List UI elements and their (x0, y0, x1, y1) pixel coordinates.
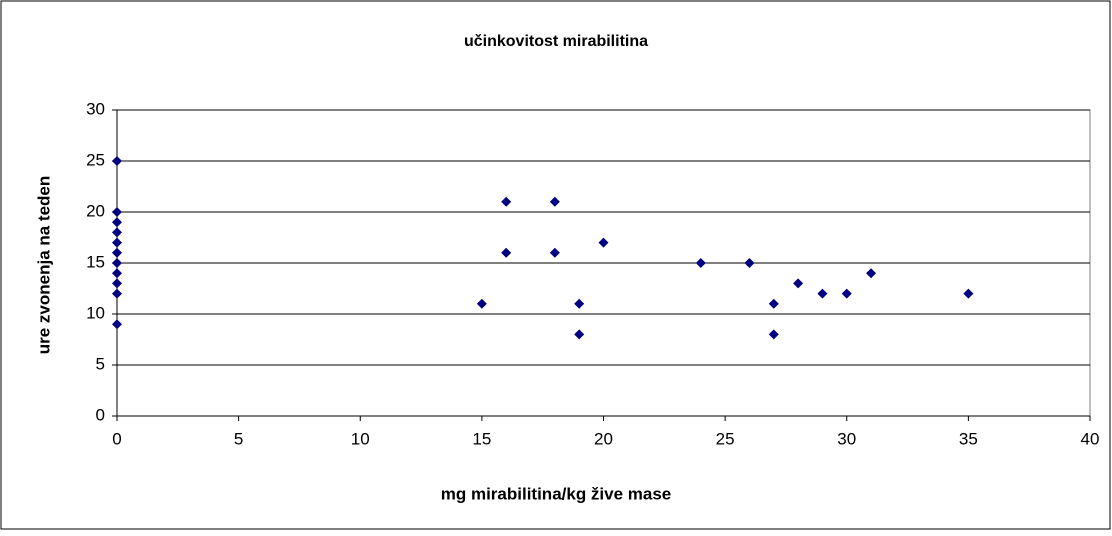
y-axis-label: ure zvonenja na teden (34, 176, 53, 355)
data-point (695, 258, 706, 268)
data-point (768, 329, 779, 340)
x-tick-label: 15 (472, 429, 491, 448)
data-point (549, 196, 560, 207)
data-point (112, 319, 122, 330)
data-point (112, 156, 122, 166)
x-axis-label: mg mirabilitina/kg žive mase (441, 484, 672, 503)
data-point (112, 247, 122, 258)
data-point (112, 258, 122, 268)
x-tick-label: 10 (351, 429, 370, 448)
data-point (963, 288, 974, 299)
data-point (549, 247, 560, 258)
x-tick-label: 20 (594, 429, 613, 448)
data-point (501, 196, 512, 207)
data-point (112, 217, 122, 228)
data-point (112, 268, 122, 279)
y-tick-label: 5 (96, 354, 105, 373)
data-point (112, 288, 122, 299)
data-point (793, 278, 804, 289)
x-tick-label: 35 (959, 429, 978, 448)
data-point (112, 278, 122, 289)
data-point (476, 298, 487, 309)
data-point (817, 288, 828, 299)
data-point (112, 227, 122, 238)
data-point (574, 329, 585, 340)
y-tick-label: 30 (86, 99, 105, 118)
x-tick-label: 40 (1081, 429, 1100, 448)
data-point (744, 258, 755, 268)
x-tick-label: 0 (112, 429, 121, 448)
data-point (112, 237, 122, 248)
data-point (112, 207, 122, 217)
chart-title: učinkovitost mirabilitina (464, 33, 648, 50)
y-tick-label: 25 (86, 150, 105, 169)
data-point (866, 268, 877, 279)
y-tick-label: 15 (86, 252, 105, 271)
data-point (841, 288, 852, 299)
data-point (768, 298, 779, 309)
data-point (574, 298, 585, 309)
data-point (598, 237, 609, 248)
x-tick-label: 5 (234, 429, 243, 448)
y-tick-label: 20 (86, 201, 105, 220)
x-tick-label: 30 (837, 429, 856, 448)
y-tick-label: 0 (96, 405, 105, 424)
data-point (501, 247, 512, 258)
x-tick-label: 25 (716, 429, 735, 448)
y-tick-label: 10 (86, 303, 105, 322)
